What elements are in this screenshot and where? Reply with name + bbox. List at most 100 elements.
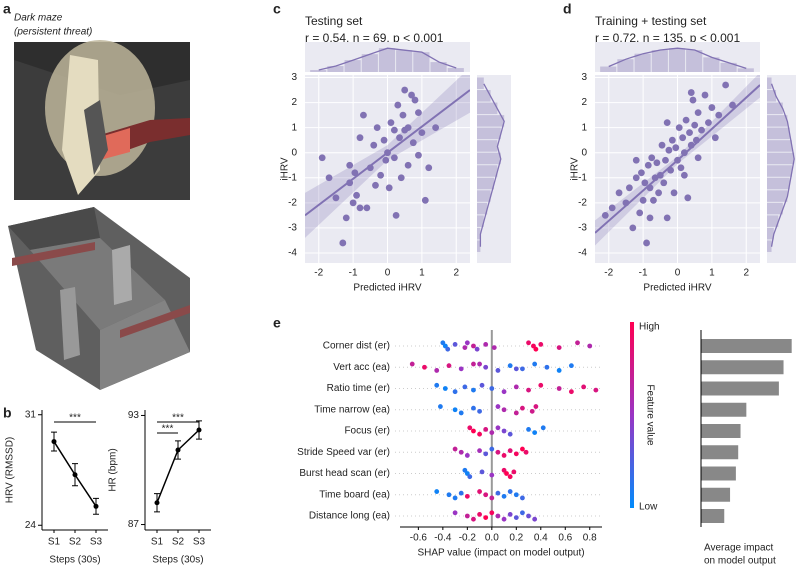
- shap-point: [495, 490, 501, 496]
- shap-point: [520, 366, 525, 372]
- y-tick-label: 24: [25, 520, 37, 531]
- shap-point: [489, 495, 495, 501]
- shap-point: [501, 389, 507, 395]
- shap-point: [452, 407, 458, 413]
- x-tick-label: 0.6: [558, 533, 572, 544]
- x-tick-label: S2: [172, 537, 185, 548]
- shap-point: [556, 368, 562, 373]
- bar: [701, 487, 731, 502]
- point: [353, 191, 360, 199]
- hist-bar: [477, 202, 488, 215]
- hist-bar: [686, 50, 703, 72]
- point: [432, 124, 440, 132]
- colorbar-low: Low: [639, 502, 658, 513]
- shap-point: [526, 513, 531, 519]
- shap-point: [529, 408, 535, 414]
- point: [425, 164, 433, 172]
- x-tick-label: S1: [151, 537, 164, 548]
- bar: [701, 402, 747, 417]
- shap-point: [520, 405, 525, 411]
- shap-point: [464, 493, 470, 499]
- shap-point: [409, 361, 415, 367]
- point: [373, 124, 381, 132]
- point: [694, 109, 702, 116]
- shap-point: [513, 451, 519, 457]
- shap-point: [513, 410, 519, 416]
- shap-point: [489, 386, 495, 391]
- point: [625, 184, 633, 192]
- shap-point: [438, 404, 443, 409]
- shap-point: [489, 510, 495, 516]
- point: [349, 199, 357, 207]
- confidence-band: [305, 75, 470, 238]
- point: [729, 101, 736, 109]
- x-tick-label: -2: [314, 268, 323, 279]
- y-tick-label: 3: [291, 72, 297, 83]
- shap-point: [495, 513, 501, 519]
- point: [651, 174, 659, 182]
- chart-subtitle: r = 0.54, n = 69, p < 0.001: [305, 31, 444, 45]
- hist-bar: [477, 140, 498, 152]
- point: [660, 179, 668, 187]
- shap-point: [464, 340, 470, 346]
- density-curve: [318, 47, 457, 71]
- hist-bar: [767, 165, 792, 177]
- point: [615, 189, 623, 197]
- hist-bar: [668, 48, 686, 72]
- hist-bar: [600, 66, 617, 72]
- feature-label: Ratio time (er): [327, 383, 390, 394]
- shap-point: [471, 428, 476, 434]
- shap-point: [532, 361, 538, 367]
- shap-point: [501, 453, 507, 458]
- hist-bar: [477, 190, 491, 202]
- x-axis-label: Predicted iHRV: [353, 283, 422, 294]
- shap-point: [452, 342, 458, 347]
- shap-point: [513, 515, 519, 520]
- shap-point: [467, 474, 473, 480]
- hist-bar: [767, 102, 783, 115]
- point: [346, 179, 354, 187]
- point: [411, 96, 419, 104]
- hist-bar: [720, 62, 737, 72]
- x-tick-label: S3: [193, 537, 206, 548]
- hist-bar: [413, 52, 430, 72]
- point: [653, 159, 661, 167]
- point: [387, 119, 395, 127]
- shap-point: [474, 346, 480, 352]
- shap-point: [434, 489, 440, 494]
- point: [415, 151, 422, 159]
- shap-point: [452, 446, 458, 452]
- shap-point: [483, 515, 489, 520]
- point: [93, 503, 99, 509]
- point: [650, 196, 657, 204]
- bar: [701, 509, 725, 523]
- y-tick-label: -2: [578, 197, 587, 208]
- maze-3d: [8, 207, 190, 390]
- hist-bar: [767, 177, 790, 190]
- shap-point: [467, 425, 473, 431]
- hist-bar: [378, 48, 396, 72]
- shap-point: [458, 410, 464, 416]
- point: [677, 164, 685, 172]
- shap-point: [458, 490, 464, 496]
- point: [342, 214, 350, 222]
- hist-bar: [767, 140, 792, 152]
- x-tick-label: -1: [349, 268, 358, 279]
- caption: Dark maze: [14, 13, 63, 24]
- x-axis-label: SHAP value (impact on model output): [417, 548, 584, 559]
- y-tick-label: -2: [288, 197, 297, 208]
- point: [680, 171, 688, 179]
- feature-label: Distance long (ea): [309, 511, 390, 522]
- panel-label: a: [3, 1, 11, 17]
- x-tick-label: S1: [48, 537, 61, 548]
- shap-point: [479, 469, 485, 475]
- point: [384, 149, 391, 157]
- shap-point: [495, 449, 501, 455]
- point: [382, 156, 390, 164]
- panel-label: b: [3, 405, 12, 421]
- colorbar-high: High: [639, 322, 660, 333]
- x-tick-label: -0.2: [459, 533, 477, 544]
- shap-point: [556, 386, 562, 391]
- hist-bar: [327, 66, 344, 72]
- hist-bar: [477, 102, 498, 115]
